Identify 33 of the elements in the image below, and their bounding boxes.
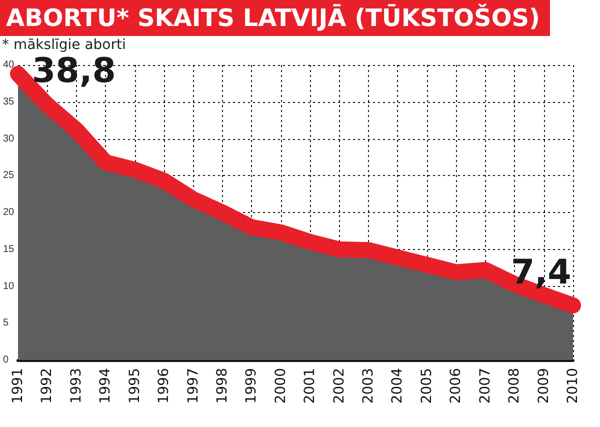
chart-title: ABORTU* SKAITS LATVIJĀ (TŪKSTOŠOS)	[6, 3, 540, 32]
x-tick-label: 2010	[565, 368, 581, 404]
x-tick-label: 1997	[185, 368, 202, 404]
x-tick-label: 1996	[156, 368, 172, 404]
x-tick-label: 2003	[360, 368, 377, 404]
y-tick-label: 20	[3, 207, 15, 218]
x-tick-label: 2002	[331, 368, 348, 404]
y-tick-label: 5	[3, 318, 9, 329]
data-label: 38,8	[32, 50, 116, 91]
x-tick-label: 2005	[418, 368, 435, 404]
chart-subtitle: * mākslīgie aborti	[2, 37, 126, 53]
y-tick-label: 10	[3, 280, 15, 292]
y-tick-label: 35	[3, 96, 15, 108]
x-tick-label: 2009	[536, 368, 552, 404]
x-tick-label: 2008	[506, 368, 523, 404]
y-tick-label: 25	[3, 170, 15, 182]
x-tick-label: 1994	[98, 368, 114, 404]
x-tick-label: 2007	[477, 368, 494, 404]
y-tick-label: 0	[3, 354, 9, 366]
x-tick-label: 2006	[448, 368, 464, 404]
x-tick-label: 1999	[244, 368, 260, 404]
x-tick-label: 1992	[39, 368, 56, 404]
y-tick-label: 30	[3, 133, 15, 144]
x-tick-label: 1991	[10, 368, 26, 404]
x-tick-label: 2004	[390, 368, 406, 404]
x-tick-label: 1995	[126, 368, 143, 404]
y-tick-label: 40	[3, 60, 15, 70]
y-tick-label: 15	[3, 244, 15, 255]
data-label: 7,4	[511, 252, 572, 292]
x-tick-label: 1993	[68, 368, 84, 404]
x-tick-label: 2001	[302, 368, 318, 404]
x-tick-label: 2000	[272, 368, 289, 404]
x-tick-label: 1998	[214, 368, 230, 404]
